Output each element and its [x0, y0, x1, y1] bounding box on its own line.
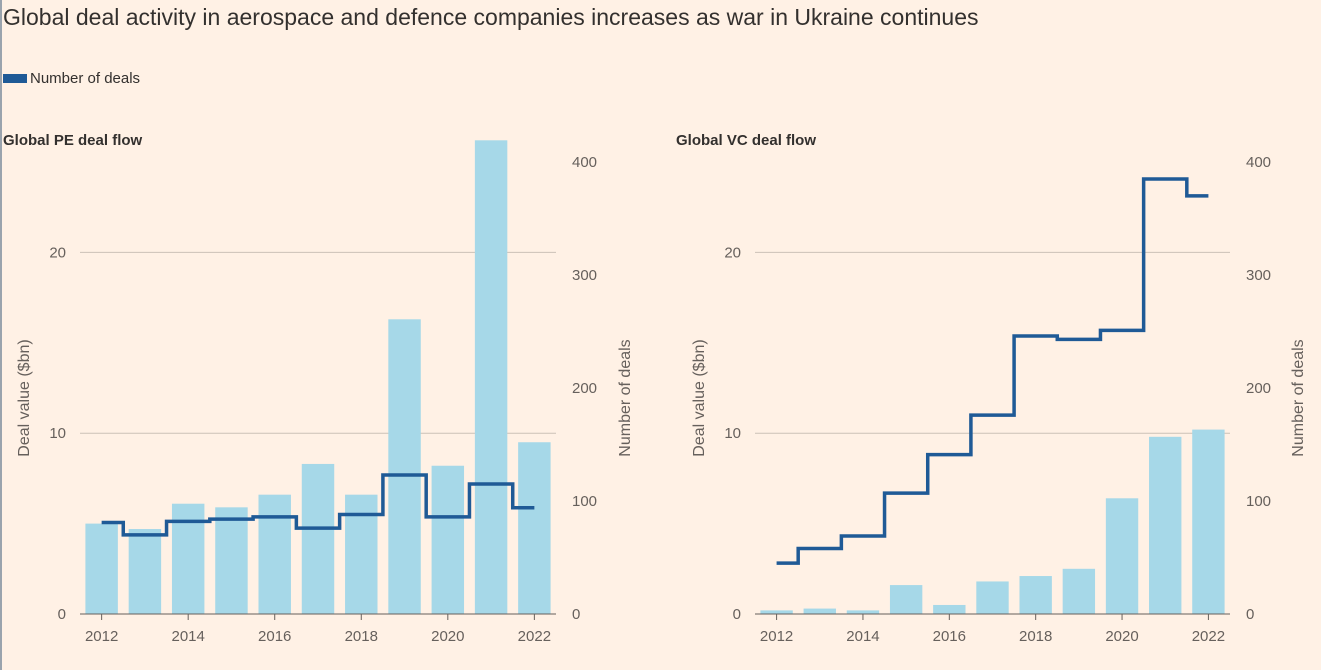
x-tick-label: 2020 — [1105, 628, 1138, 645]
legend: Number of deals — [3, 70, 140, 87]
bar — [803, 608, 836, 614]
y-right-tick-label: 300 — [572, 267, 597, 284]
x-tick-label: 2016 — [258, 628, 291, 645]
bar — [933, 604, 966, 614]
bar — [889, 585, 923, 614]
chart-title: Global deal activity in aerospace and de… — [3, 4, 979, 30]
bar — [474, 140, 508, 614]
deals-step-line — [101, 473, 535, 537]
y-left-tick-label: 20 — [724, 244, 741, 261]
x-tick-label: 2014 — [846, 628, 879, 645]
y-right-tick-label: 400 — [572, 154, 597, 171]
x-tick-label: 2012 — [760, 628, 793, 645]
y-left-tick-label: 10 — [724, 425, 741, 442]
y-right-tick-label: 0 — [572, 606, 580, 623]
bar — [1062, 568, 1096, 614]
x-tick-label: 2014 — [171, 628, 204, 645]
y-right-tick-label: 0 — [1246, 606, 1254, 623]
x-tick-label: 2020 — [431, 628, 464, 645]
y-left-axis-title: Deal value ($bn) — [16, 339, 33, 456]
bar — [301, 463, 335, 614]
legend-label: Number of deals — [30, 70, 141, 87]
bar — [345, 494, 378, 614]
y-right-tick-label: 200 — [1246, 380, 1271, 397]
bar — [1149, 436, 1182, 614]
x-tick-label: 2022 — [518, 628, 551, 645]
x-tick-label: 2018 — [345, 628, 378, 645]
y-right-axis-title: Number of deals — [1290, 339, 1307, 456]
y-right-axis-title: Number of deals — [617, 339, 634, 456]
y-left-axis-title: Deal value ($bn) — [691, 339, 708, 456]
bar — [388, 319, 421, 614]
bar — [431, 465, 465, 614]
x-tick-label: 2022 — [1192, 628, 1225, 645]
bar — [85, 523, 118, 614]
panel-subtitle: Global PE deal flow — [3, 132, 143, 149]
bar — [760, 610, 793, 614]
y-right-tick-label: 200 — [572, 380, 597, 397]
y-left-tick-label: 20 — [49, 244, 66, 261]
y-right-tick-label: 100 — [572, 493, 597, 510]
x-tick-label: 2012 — [85, 628, 118, 645]
y-right-tick-label: 300 — [1246, 267, 1271, 284]
bar — [215, 507, 248, 614]
bar — [976, 581, 1009, 614]
bar — [128, 529, 162, 614]
left-edge-rule — [0, 0, 2, 670]
panel-subtitle: Global VC deal flow — [676, 132, 816, 149]
y-left-tick-label: 0 — [733, 606, 741, 623]
x-tick-label: 2018 — [1019, 628, 1052, 645]
y-left-tick-label: 10 — [49, 425, 66, 442]
bar — [846, 610, 880, 614]
deals-step-line — [776, 177, 1209, 565]
legend-swatch — [3, 74, 27, 83]
bar — [1019, 576, 1052, 614]
y-right-tick-label: 400 — [1246, 154, 1271, 171]
bar — [518, 442, 551, 614]
y-left-tick-label: 0 — [58, 606, 66, 623]
y-right-tick-label: 100 — [1246, 493, 1271, 510]
x-tick-label: 2016 — [933, 628, 966, 645]
bar — [1192, 429, 1225, 614]
bar — [258, 494, 291, 614]
bar — [1105, 498, 1139, 614]
